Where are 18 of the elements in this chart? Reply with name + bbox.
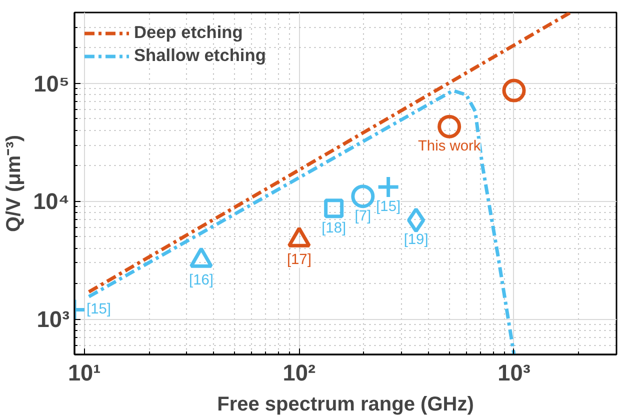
series-label: [7] xyxy=(354,208,372,224)
x-tick-label: 10³ xyxy=(498,360,531,386)
y-tick-label: 10⁵ xyxy=(34,70,70,96)
x-axis-title: Free spectrum range (GHz) xyxy=(217,394,474,416)
x-tick-label: 10² xyxy=(282,360,316,386)
y-axis-title: Q/V (μm⁻³) xyxy=(3,134,26,232)
series-label: [15] xyxy=(376,199,401,216)
series-label: This work xyxy=(418,138,482,155)
series-label: [19] xyxy=(404,232,428,248)
legend-label: Deep etching xyxy=(134,22,243,43)
legend-label: Shallow etching xyxy=(134,45,266,66)
series-label: [18] xyxy=(322,220,346,236)
y-tick-label: 10³ xyxy=(36,306,70,332)
series-label: [15] xyxy=(86,302,111,318)
series-label: [16] xyxy=(188,272,214,288)
x-tick-label: 10¹ xyxy=(68,360,101,386)
y-tick-label: 10⁴ xyxy=(33,188,70,214)
series-label: [17] xyxy=(286,252,312,268)
